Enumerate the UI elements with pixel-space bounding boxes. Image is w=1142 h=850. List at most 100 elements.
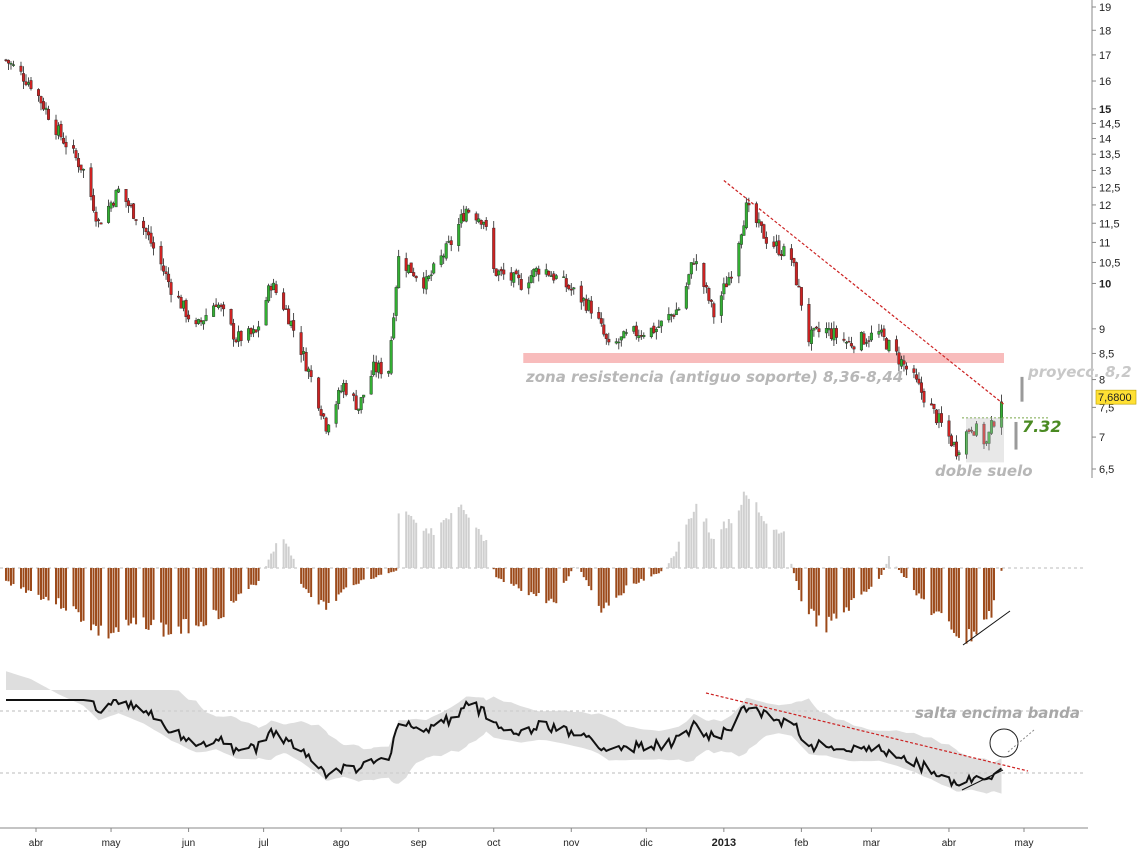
candle-body	[834, 328, 838, 338]
candle-body	[39, 96, 43, 104]
price-tick-label: 12,5	[1099, 182, 1120, 194]
candle-body	[589, 300, 593, 314]
histogram-bar	[195, 568, 198, 626]
histogram-bar	[150, 568, 153, 626]
histogram-bar	[902, 568, 905, 577]
candle-body	[57, 125, 61, 136]
histogram-bar	[412, 519, 415, 568]
histogram-bar	[535, 568, 538, 597]
candle-body	[369, 375, 373, 395]
candle-body	[669, 314, 673, 316]
histogram-bar	[817, 568, 820, 616]
histogram-bar	[550, 568, 553, 599]
price-tick-label: 14,5	[1099, 118, 1120, 130]
candle-body	[914, 374, 918, 380]
candle-body	[77, 158, 81, 168]
histogram-bar	[602, 568, 605, 609]
candle-body	[992, 421, 996, 427]
histogram-bar	[477, 528, 480, 568]
candle-body	[79, 164, 83, 171]
histogram-bar	[972, 568, 975, 632]
histogram-bar	[585, 568, 588, 581]
candle-body	[222, 304, 226, 310]
histogram-bar	[650, 568, 653, 577]
histogram-bar	[705, 518, 708, 568]
histogram-bar	[130, 568, 133, 624]
histogram-bar	[357, 568, 360, 584]
histogram-bar	[425, 528, 428, 568]
histogram-bar	[147, 568, 150, 630]
candle-body	[274, 284, 278, 293]
candle-body	[374, 362, 378, 373]
histogram-bar	[110, 568, 113, 634]
histogram-bar	[812, 568, 815, 611]
histogram-bar	[850, 568, 853, 601]
histogram-bar	[617, 568, 620, 596]
histogram-bar	[255, 568, 258, 586]
histogram-bar	[852, 568, 855, 599]
histogram-bar	[567, 568, 570, 577]
candle-body	[444, 243, 448, 259]
candle-body	[394, 287, 398, 316]
histogram-bar	[590, 568, 593, 591]
candle-body	[692, 263, 696, 265]
histogram-bar	[992, 568, 995, 601]
candle-body	[269, 286, 273, 291]
candle-body	[637, 335, 641, 339]
histogram-bar	[707, 532, 710, 568]
candle-body	[422, 277, 426, 289]
histogram-bar	[537, 568, 540, 594]
histogram-bar	[377, 568, 380, 576]
time-tick-label: jun	[181, 838, 195, 849]
histogram-bar	[415, 522, 418, 568]
histogram-bar	[267, 559, 270, 568]
histogram-bar	[302, 568, 305, 588]
candle-body	[897, 352, 901, 365]
histogram-bar	[865, 568, 868, 592]
histogram-bar	[957, 568, 960, 638]
histogram-bar	[442, 520, 445, 568]
histogram-bar	[392, 568, 395, 572]
candle-body	[179, 296, 183, 309]
candle-body	[64, 141, 68, 148]
histogram-bar	[685, 524, 688, 568]
histogram-bar	[342, 568, 345, 590]
candle-body	[257, 326, 261, 331]
histogram-bar	[860, 568, 863, 595]
histogram-bar	[562, 568, 565, 583]
oscillator-band	[6, 671, 1002, 794]
candle-body	[307, 368, 311, 372]
candle-body	[919, 382, 923, 393]
histogram-bar	[825, 568, 828, 633]
candle-body	[797, 285, 801, 288]
candle-body	[464, 208, 468, 222]
histogram-bar	[460, 504, 463, 568]
histogram-bar	[625, 568, 628, 586]
histogram-bar	[380, 568, 383, 575]
candle-body	[759, 221, 763, 226]
time-tick-label: sep	[411, 838, 428, 849]
histogram-bar	[932, 568, 935, 614]
candle-body	[214, 304, 218, 307]
candle-body	[579, 285, 583, 303]
price-tick-label: 11	[1099, 237, 1110, 249]
histogram-bar	[605, 568, 608, 603]
histogram-bar	[335, 568, 338, 601]
candle-body	[124, 189, 128, 202]
histogram-bar	[657, 568, 660, 574]
histogram-bar	[640, 568, 643, 579]
candle-body	[254, 329, 258, 333]
candle-body	[584, 298, 588, 311]
histogram-bar	[292, 558, 295, 568]
histogram-bar	[22, 568, 25, 588]
candle-body	[532, 269, 536, 278]
candle-body	[602, 324, 606, 335]
histogram-bar	[555, 568, 558, 604]
histogram-bar	[930, 568, 933, 616]
candle-body	[792, 258, 796, 264]
double-bottom-label: doble suelo	[935, 462, 1033, 480]
candle-body	[92, 195, 96, 211]
candle-body	[607, 338, 611, 343]
candle-body	[267, 285, 271, 302]
histogram-bar	[597, 568, 600, 606]
